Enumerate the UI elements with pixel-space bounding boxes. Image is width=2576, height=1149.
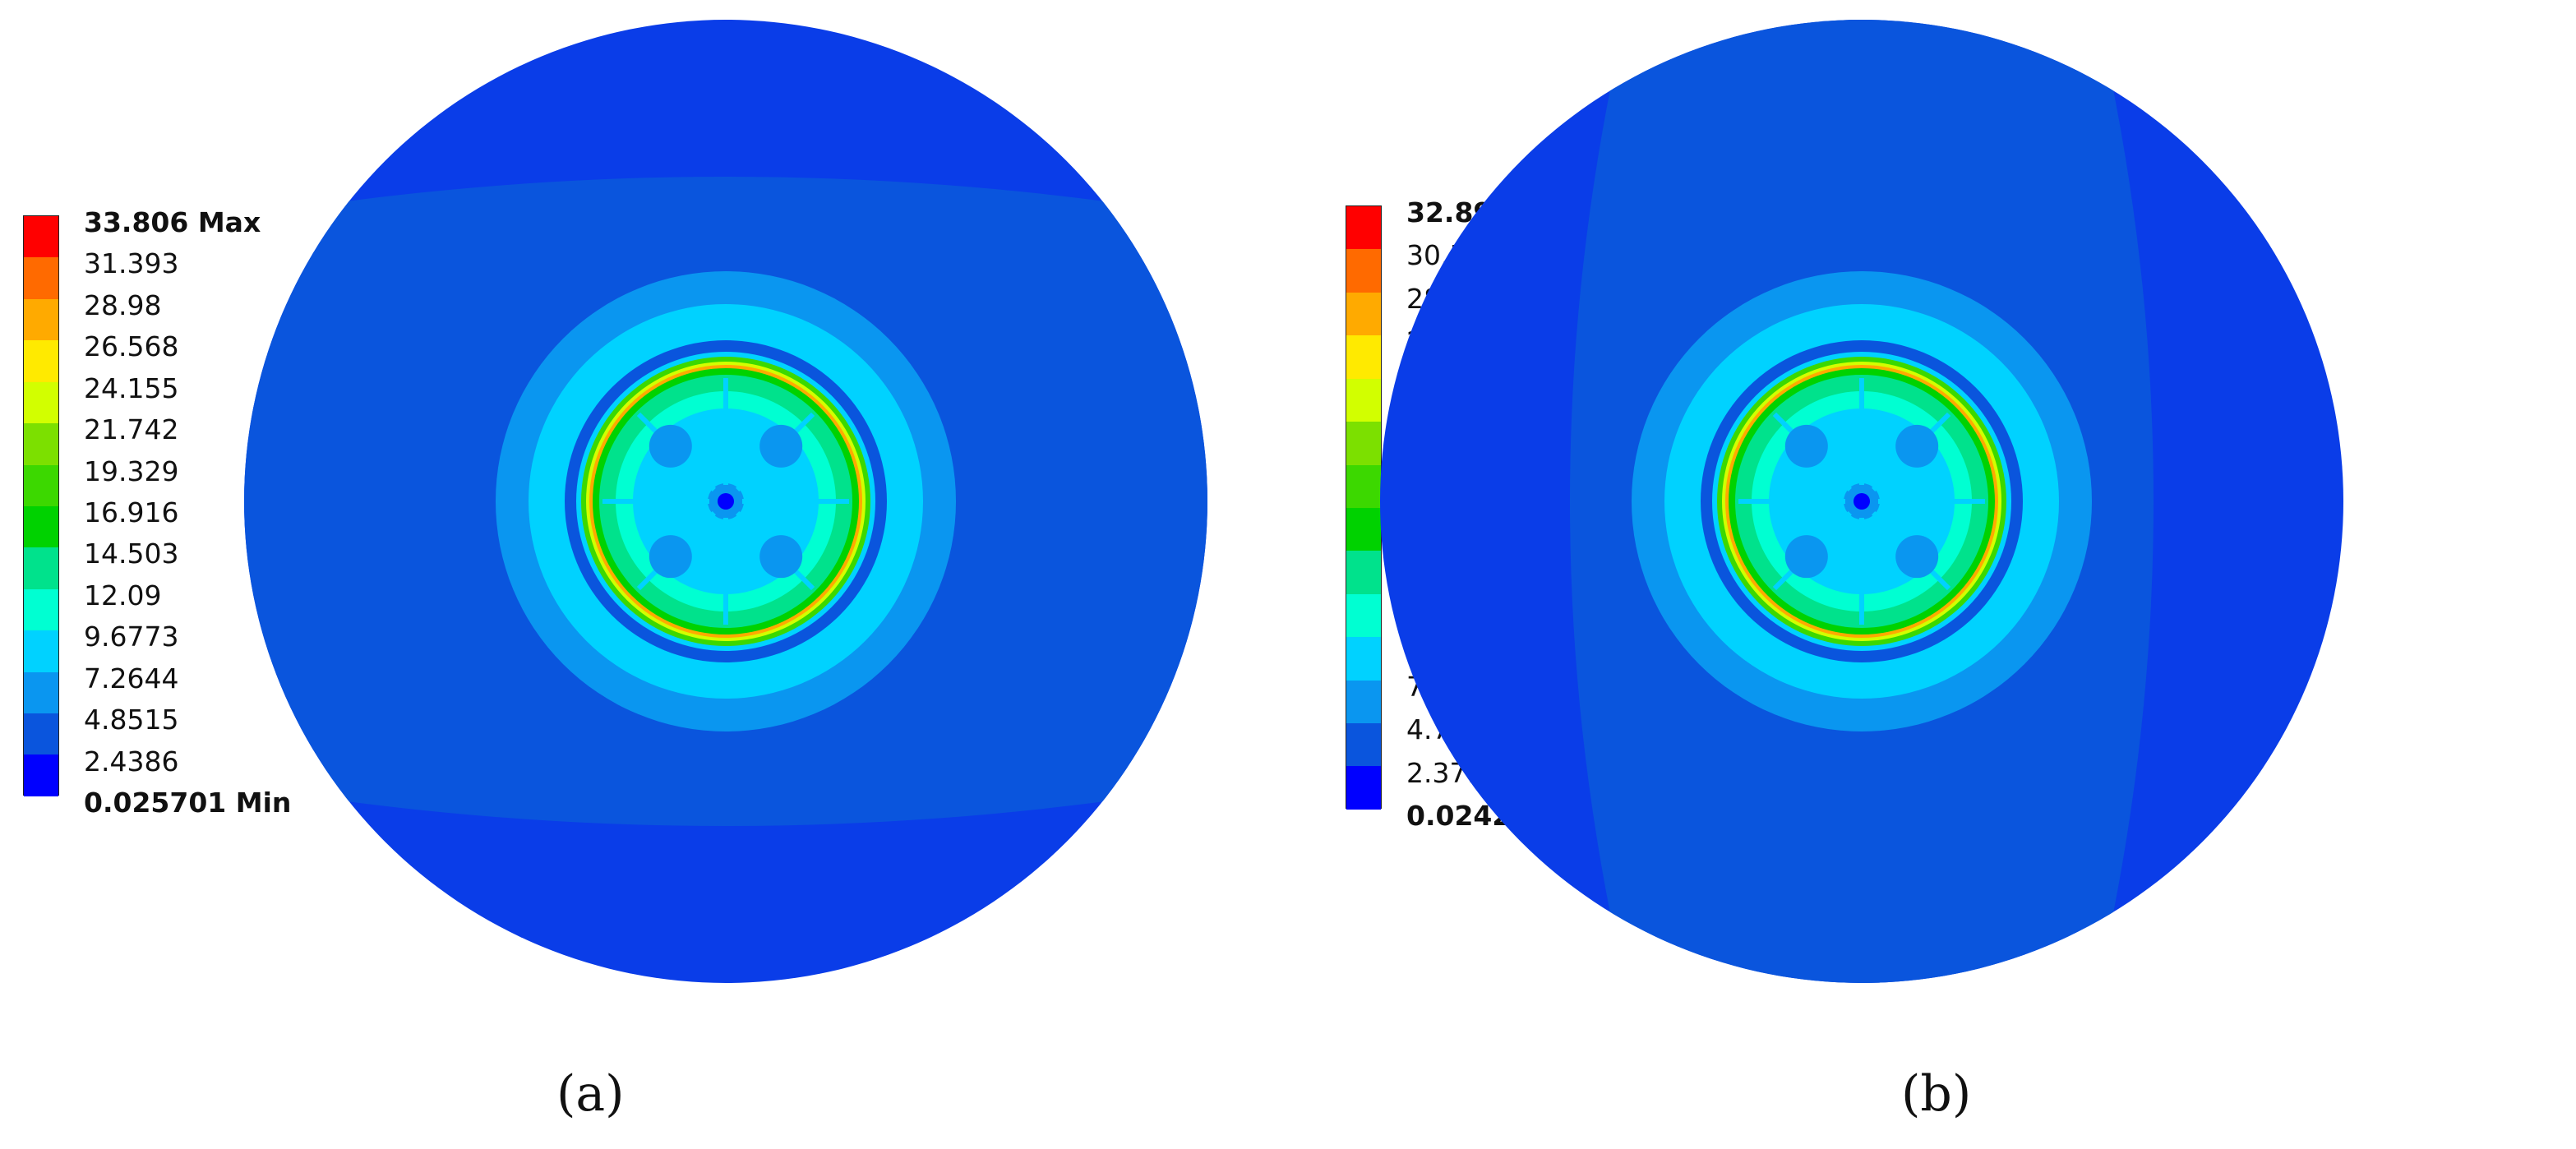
legend-swatch: [24, 754, 58, 796]
legend-swatch: [1346, 680, 1381, 724]
legend-level-label: 21.742: [84, 413, 179, 446]
stress-ring: [1854, 493, 1870, 510]
legend-color-bar: [23, 215, 59, 796]
legend-max-label: 33.806 Max: [84, 206, 261, 238]
legend-level-label: 28.98: [84, 288, 162, 321]
hub-web: [602, 378, 849, 625]
legend-swatch: [24, 588, 58, 631]
legend-swatch: [24, 216, 58, 258]
legend-level-label: 7.2644: [84, 662, 179, 694]
hub-pocket: [649, 424, 692, 468]
legend-color-bar: [1346, 205, 1382, 810]
hub-middle-ring: [633, 408, 819, 594]
legend-swatch: [1346, 766, 1381, 810]
legend-swatch: [1346, 335, 1381, 379]
legend-swatch: [1346, 249, 1381, 293]
legend-level-label: 26.568: [84, 330, 179, 363]
legend-level-label: 14.503: [84, 538, 179, 570]
legend-swatch: [1346, 551, 1381, 594]
hub-inner-ring: [1802, 441, 1922, 561]
stress-contour-plot: [244, 20, 1207, 983]
legend-swatch: [1346, 206, 1381, 250]
legend-swatch: [1346, 464, 1381, 508]
panel-b: 32.892 Max30.54428.19625.84923.50121.153…: [1288, 0, 2576, 1149]
panel-a: 33.806 Max 31.393 28.98 26.568 24.155 21.742 1…: [23, 20, 1207, 1123]
figure-caption: (b): [1901, 1065, 1972, 1123]
hub-inner-ring: [666, 441, 786, 561]
hub-pocket: [649, 535, 692, 579]
legend-swatch: [1346, 507, 1381, 551]
legend-level-label: 24.155: [84, 371, 179, 404]
legend-level-label: 31.393: [84, 247, 179, 280]
legend-swatch: [24, 257, 58, 299]
hub-pocket: [1895, 424, 1939, 468]
legend-swatch: [24, 505, 58, 548]
legend-swatch: [24, 423, 58, 465]
legend-swatch: [1346, 723, 1381, 767]
legend-level-label: 16.916: [84, 496, 179, 528]
hub-middle-ring: [1769, 408, 1955, 594]
legend-swatch: [24, 547, 58, 589]
legend-level-label: 2.4386: [84, 745, 179, 778]
stress-ring: [718, 493, 734, 510]
legend-swatch: [1346, 593, 1381, 638]
legend-swatch: [24, 671, 58, 714]
legend-swatch: [1346, 378, 1381, 422]
hub-pocket: [759, 535, 803, 579]
legend-level-label: 9.6773: [84, 621, 179, 653]
legend-min-label: 0.025701 Min: [84, 787, 292, 819]
legend-level-label: 12.09: [84, 579, 162, 611]
legend-swatch: [1346, 637, 1381, 681]
legend-swatch: [24, 630, 58, 672]
legend-level-label: 4.8515: [84, 704, 179, 736]
legend-swatch: [24, 464, 58, 506]
legend-swatch: [24, 298, 58, 341]
hub-pocket: [1895, 535, 1939, 579]
stress-contour-plot: [1380, 20, 2343, 983]
stress-field: [244, 177, 1207, 826]
hub-pocket: [1784, 424, 1828, 468]
legend-swatch: [1346, 292, 1381, 336]
legend-level-label: 19.329: [84, 455, 179, 487]
legend-swatch: [24, 381, 58, 424]
stress-field: [1570, 20, 2154, 983]
hub-pocket: [1784, 535, 1828, 579]
figure-caption: (a): [556, 1065, 625, 1123]
legend-swatch: [24, 340, 58, 382]
legend-swatch: [24, 713, 58, 755]
legend-swatch: [1346, 422, 1381, 465]
hub-pocket: [759, 424, 803, 468]
